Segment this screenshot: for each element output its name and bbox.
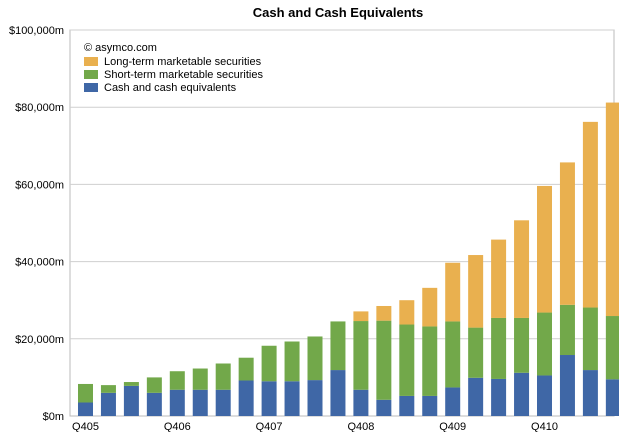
x-tick-label: Q409 (439, 421, 466, 432)
bar-segment-cash-and-cash-equivalents-q208 (307, 380, 323, 416)
bar-segment-short-term-marketable-securities-q311 (605, 316, 619, 380)
bar-segment-long-term-marketable-securities-q211 (582, 121, 598, 308)
bar-segment-short-term-marketable-securities-q410 (537, 312, 552, 376)
bar-segment-cash-and-cash-equivalents-q109 (376, 399, 392, 416)
bar-segment-short-term-marketable-securities-q309 (422, 326, 438, 396)
bar-segment-cash-and-cash-equivalents-q106 (100, 392, 116, 416)
bar-segment-short-term-marketable-securities-q306 (146, 377, 162, 393)
y-tick-label: $100,000m (9, 25, 64, 37)
bar-segment-cash-and-cash-equivalents-q405 (78, 402, 93, 416)
chart-title: Cash and Cash Equivalents (253, 5, 424, 20)
bar-segment-short-term-marketable-securities-q308 (330, 321, 346, 371)
x-axis: Q405 Q406 Q407 Q408 Q409 Q410 (72, 421, 558, 432)
bar-segment-short-term-marketable-securities-q106 (100, 385, 116, 393)
bar-segment-short-term-marketable-securities-q409 (445, 321, 461, 388)
x-tick-label: Q410 (531, 421, 558, 432)
x-tick-label: Q405 (72, 421, 99, 432)
bar-segment-cash-and-cash-equivalents-q209 (399, 395, 415, 416)
x-tick-label: Q407 (256, 421, 283, 432)
bar-segment-short-term-marketable-securities-q406 (169, 371, 185, 390)
bars (78, 102, 619, 416)
bar-segment-long-term-marketable-securities-q409 (445, 262, 461, 322)
y-tick-label: $40,000m (15, 257, 64, 269)
bar-segment-long-term-marketable-securities-q109 (376, 305, 392, 321)
legend: © asymco.com Long-term marketable securi… (84, 42, 263, 94)
bar-segment-cash-and-cash-equivalents-q309 (422, 395, 438, 416)
bar-segment-short-term-marketable-securities-q307 (238, 357, 254, 381)
bar-segment-cash-and-cash-equivalents-q306 (146, 392, 162, 416)
legend-source: © asymco.com (84, 42, 157, 54)
bar-segment-cash-and-cash-equivalents-q409 (445, 387, 461, 416)
bar-segment-long-term-marketable-securities-q311 (605, 102, 619, 317)
bar-segment-cash-and-cash-equivalents-q107 (192, 389, 208, 416)
y-tick-label: $60,000m (15, 179, 64, 191)
legend-swatch-long-term-marketable-securities (84, 57, 98, 66)
bar-segment-cash-and-cash-equivalents-q211 (582, 370, 598, 416)
x-tick-label: Q408 (347, 421, 374, 432)
bar-segment-cash-and-cash-equivalents-q406 (169, 389, 185, 416)
y-tick-label: $80,000m (15, 102, 64, 114)
bar-segment-short-term-marketable-securities-q108 (284, 341, 300, 382)
bar-segment-long-term-marketable-securities-q209 (399, 300, 415, 325)
y-axis: $0m $20,000m $40,000m $60,000m $80,000m $100,… (9, 25, 64, 423)
legend-label-long-term-marketable-securities: Long-term marketable securities (104, 56, 262, 68)
bar-segment-short-term-marketable-securities-q407 (261, 345, 277, 382)
legend-swatch-short-term-marketable-securities (84, 70, 98, 79)
bar-segment-long-term-marketable-securities-q310 (514, 220, 530, 318)
x-tick-label: Q406 (164, 421, 191, 432)
y-tick-label: $0m (43, 411, 64, 423)
bar-segment-cash-and-cash-equivalents-q111 (559, 355, 575, 416)
bar-segment-short-term-marketable-securities-q210 (491, 317, 507, 379)
bar-segment-short-term-marketable-securities-q107 (192, 368, 208, 390)
y-tick-label: $20,000m (15, 334, 64, 346)
bar-segment-cash-and-cash-equivalents-q410 (537, 375, 552, 416)
bar-segment-short-term-marketable-securities-q207 (215, 363, 231, 390)
bar-segment-cash-and-cash-equivalents-q307 (238, 380, 254, 416)
bar-segment-short-term-marketable-securities-q110 (468, 327, 484, 378)
bar-segment-cash-and-cash-equivalents-q407 (261, 381, 277, 416)
bar-segment-cash-and-cash-equivalents-q207 (215, 389, 231, 416)
bar-segment-long-term-marketable-securities-q111 (559, 162, 575, 305)
bar-segment-cash-and-cash-equivalents-q206 (123, 385, 139, 416)
legend-label-short-term-marketable-securities: Short-term marketable securities (104, 69, 263, 81)
bar-segment-cash-and-cash-equivalents-q108 (284, 381, 300, 416)
bar-segment-cash-and-cash-equivalents-q310 (514, 372, 530, 416)
bar-segment-short-term-marketable-securities-q209 (399, 324, 415, 396)
bar-segment-cash-and-cash-equivalents-q308 (330, 370, 346, 416)
legend-swatch-cash-and-cash-equivalents (84, 83, 98, 92)
bar-segment-cash-and-cash-equivalents-q210 (491, 378, 507, 416)
bar-segment-short-term-marketable-securities-q310 (514, 317, 530, 373)
bar-segment-short-term-marketable-securities-q211 (582, 307, 598, 371)
bar-segment-short-term-marketable-securities-q111 (559, 304, 575, 356)
bar-segment-long-term-marketable-securities-q408 (353, 311, 369, 322)
bar-segment-short-term-marketable-securities-q208 (307, 336, 323, 381)
bar-segment-long-term-marketable-securities-q110 (468, 255, 484, 328)
bar-segment-short-term-marketable-securities-q206 (123, 382, 139, 386)
legend-label-cash-and-cash-equivalents: Cash and cash equivalents (104, 82, 237, 94)
bar-segment-long-term-marketable-securities-q309 (422, 287, 438, 327)
bar-segment-short-term-marketable-securities-q109 (376, 320, 392, 400)
bar-segment-short-term-marketable-securities-q405 (78, 383, 93, 403)
bar-segment-cash-and-cash-equivalents-q311 (605, 379, 619, 416)
bar-segment-long-term-marketable-securities-q210 (491, 239, 507, 318)
bar-segment-cash-and-cash-equivalents-q408 (353, 389, 369, 416)
bar-segment-long-term-marketable-securities-q410 (537, 185, 552, 313)
bar-segment-short-term-marketable-securities-q408 (353, 321, 369, 390)
bar-segment-cash-and-cash-equivalents-q110 (468, 377, 484, 416)
